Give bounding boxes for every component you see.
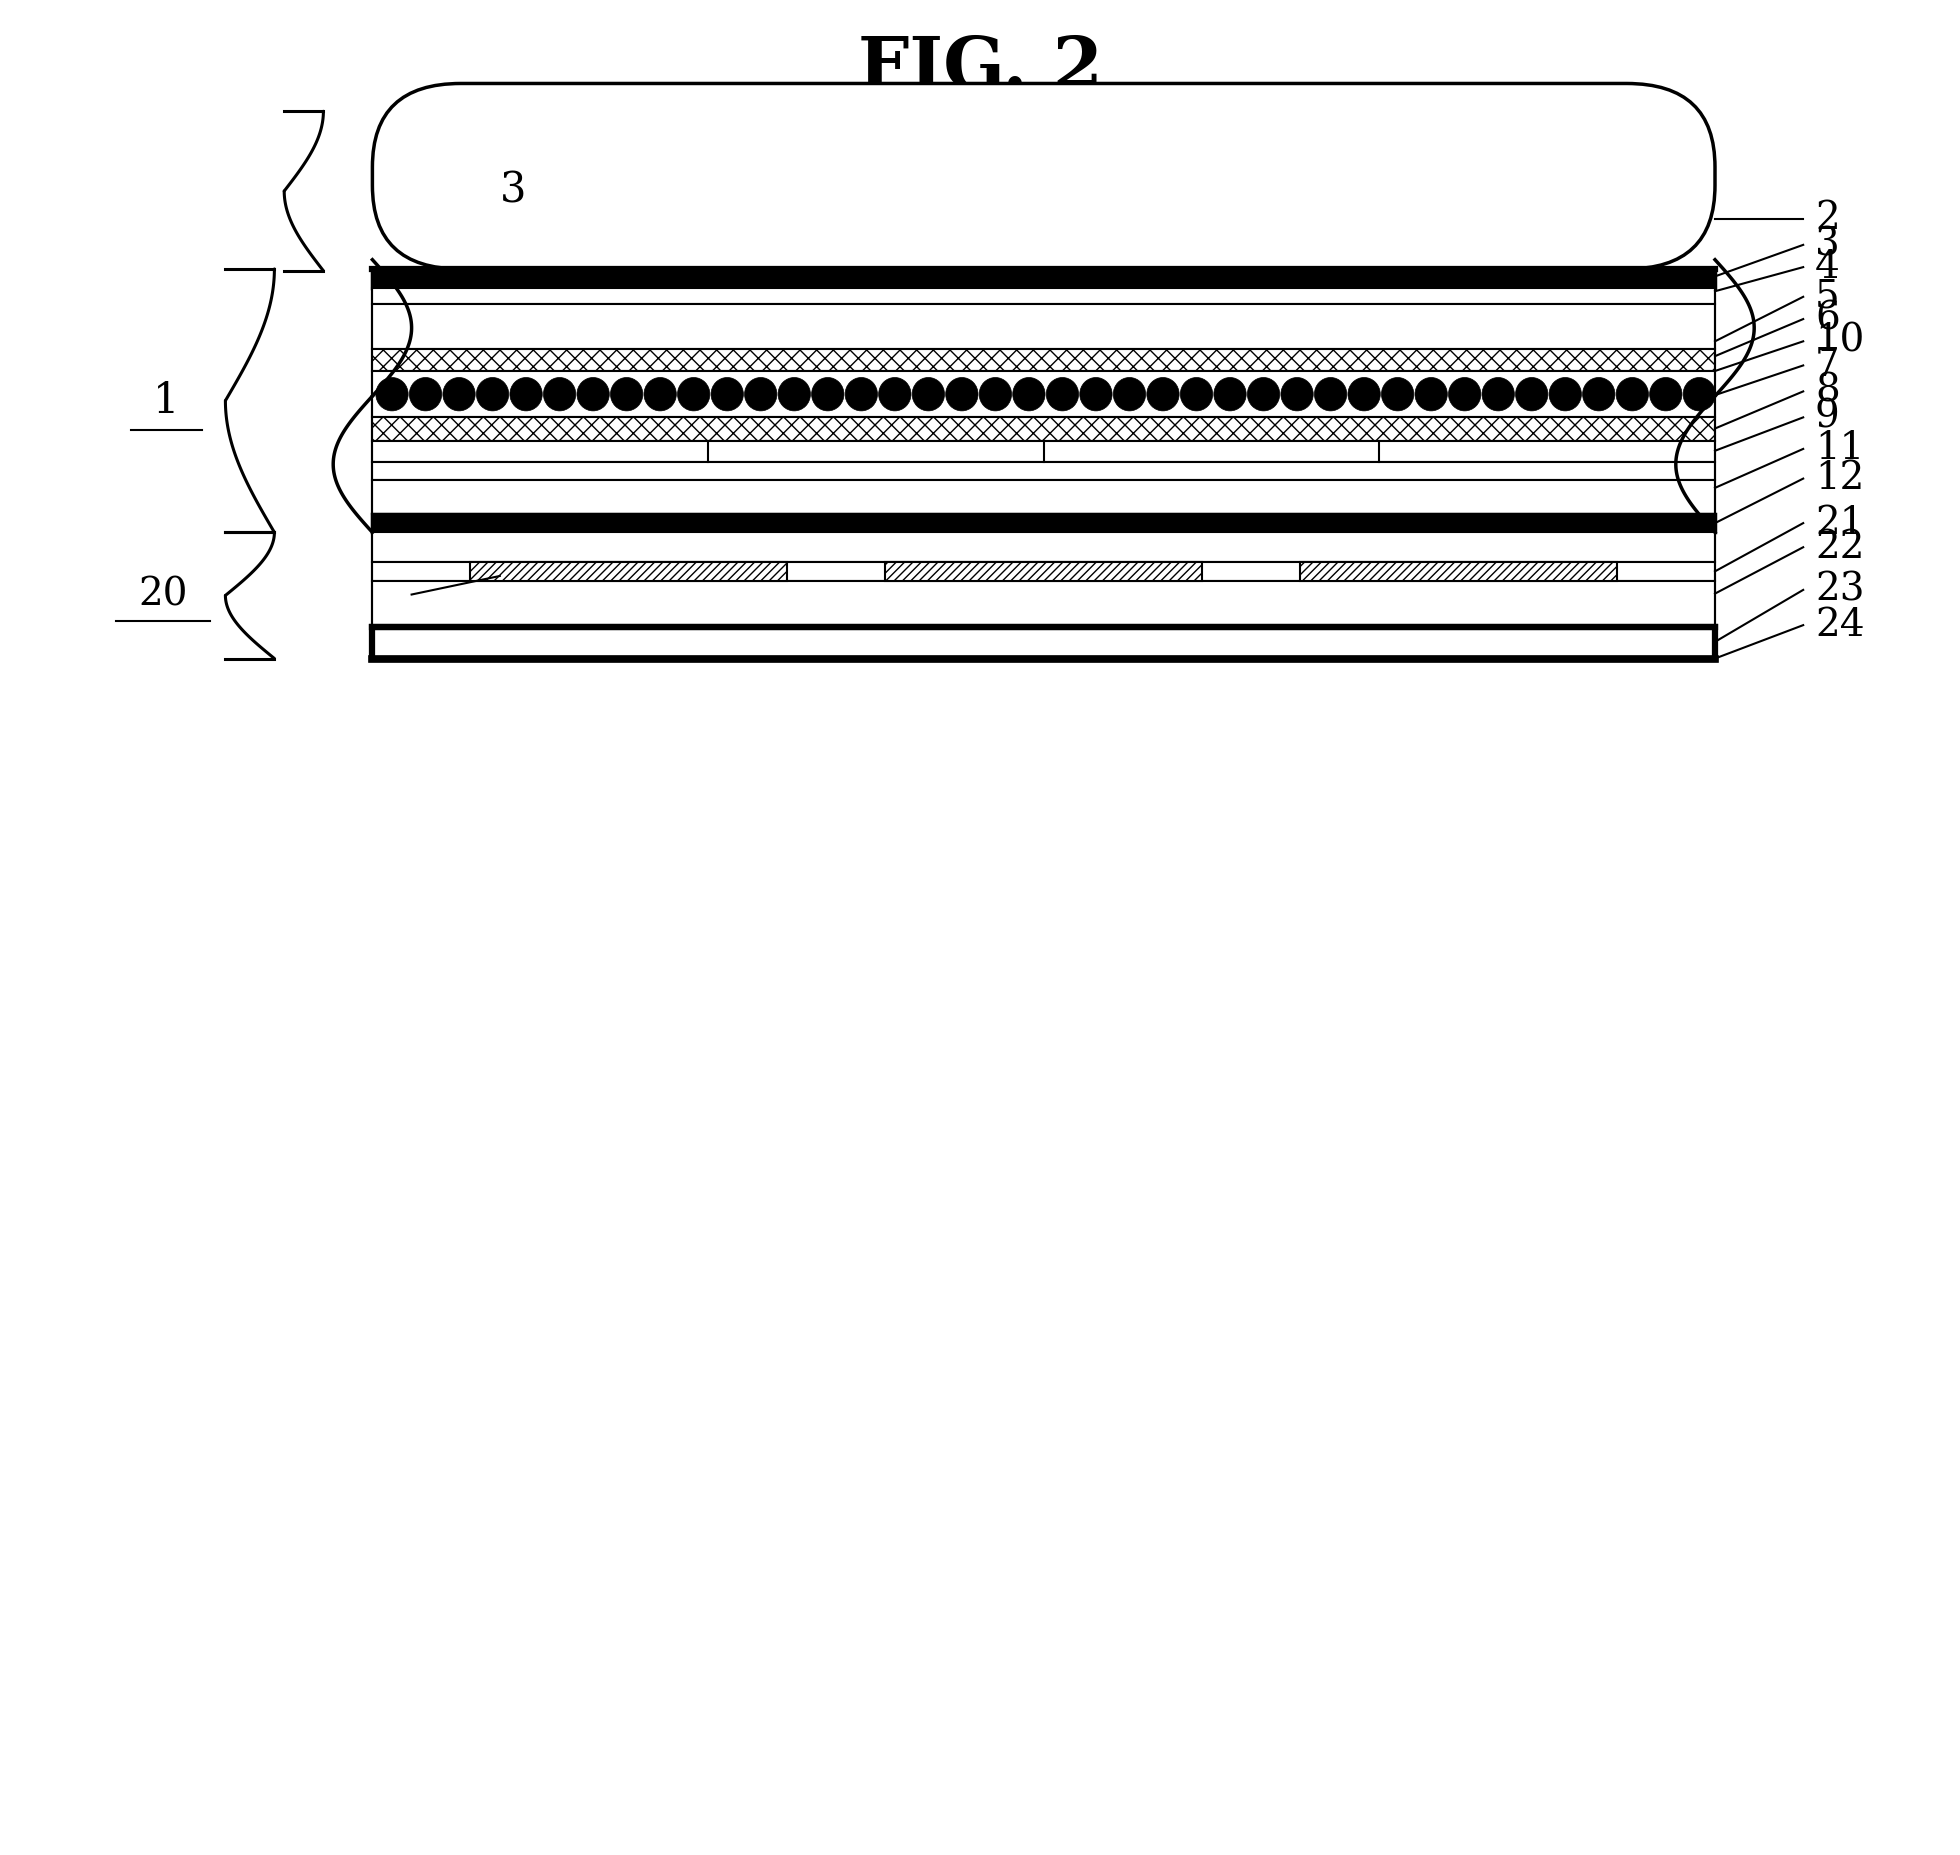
Ellipse shape (1247, 378, 1280, 410)
Bar (372, 417, 1715, 441)
Ellipse shape (376, 378, 408, 410)
Ellipse shape (1650, 378, 1682, 410)
Bar (372, 480, 1715, 514)
Bar (372, 288, 1715, 304)
Ellipse shape (1047, 378, 1078, 410)
Text: 8: 8 (1815, 373, 1840, 410)
Text: 4: 4 (1815, 249, 1840, 286)
Ellipse shape (610, 378, 643, 410)
Text: 12: 12 (1815, 460, 1864, 497)
Ellipse shape (845, 378, 878, 410)
Text: FIG. 2: FIG. 2 (858, 33, 1102, 104)
Ellipse shape (678, 378, 710, 410)
Text: 6: 6 (1815, 301, 1840, 338)
Text: 10: 10 (1815, 323, 1864, 360)
Ellipse shape (510, 378, 543, 410)
Bar (1299, 562, 1617, 581)
Text: 22: 22 (1815, 529, 1864, 566)
Ellipse shape (811, 378, 845, 410)
Text: 11: 11 (1815, 430, 1864, 467)
Bar (372, 269, 1715, 288)
Ellipse shape (1180, 378, 1213, 410)
Ellipse shape (878, 378, 911, 410)
Text: 9: 9 (1815, 399, 1840, 436)
FancyBboxPatch shape (372, 83, 1715, 269)
Ellipse shape (1582, 378, 1615, 410)
Ellipse shape (1315, 378, 1347, 410)
Ellipse shape (711, 378, 743, 410)
Text: 3: 3 (500, 169, 527, 211)
Ellipse shape (1080, 378, 1111, 410)
Bar (372, 627, 1715, 659)
Ellipse shape (778, 378, 809, 410)
Text: 22: 22 (500, 558, 549, 594)
Bar (372, 581, 1715, 627)
Ellipse shape (1213, 378, 1247, 410)
Ellipse shape (1548, 378, 1582, 410)
Ellipse shape (645, 378, 676, 410)
Text: 5: 5 (1815, 278, 1840, 315)
Bar (372, 514, 1715, 532)
Bar (372, 562, 1715, 581)
Ellipse shape (1348, 378, 1380, 410)
Text: 20: 20 (137, 577, 188, 614)
Ellipse shape (945, 378, 978, 410)
Ellipse shape (1013, 378, 1045, 410)
Ellipse shape (1147, 378, 1180, 410)
Ellipse shape (410, 378, 441, 410)
Text: 24: 24 (1815, 607, 1864, 644)
Bar (372, 304, 1715, 349)
Ellipse shape (1684, 378, 1715, 410)
Text: 7: 7 (1815, 347, 1840, 384)
Ellipse shape (1382, 378, 1413, 410)
Bar (372, 441, 1715, 462)
Ellipse shape (1448, 378, 1482, 410)
Bar (372, 371, 1715, 417)
Bar (372, 462, 1715, 480)
Ellipse shape (1617, 378, 1648, 410)
Ellipse shape (1113, 378, 1147, 410)
Text: 2: 2 (1815, 200, 1840, 237)
Text: Prior Art: Prior Art (843, 100, 1117, 160)
Ellipse shape (980, 378, 1011, 410)
Text: 1: 1 (153, 380, 180, 421)
Ellipse shape (1482, 378, 1515, 410)
Ellipse shape (1415, 378, 1446, 410)
Text: 3: 3 (1815, 226, 1840, 263)
Ellipse shape (911, 378, 945, 410)
Text: 21: 21 (1815, 505, 1864, 542)
Ellipse shape (543, 378, 576, 410)
Ellipse shape (443, 378, 474, 410)
Ellipse shape (745, 378, 776, 410)
Bar (372, 349, 1715, 371)
Ellipse shape (476, 378, 510, 410)
Text: 23: 23 (1815, 571, 1864, 608)
Bar (886, 562, 1201, 581)
Ellipse shape (1282, 378, 1313, 410)
Bar (372, 532, 1715, 562)
Ellipse shape (1515, 378, 1548, 410)
Ellipse shape (576, 378, 610, 410)
Bar (470, 562, 788, 581)
